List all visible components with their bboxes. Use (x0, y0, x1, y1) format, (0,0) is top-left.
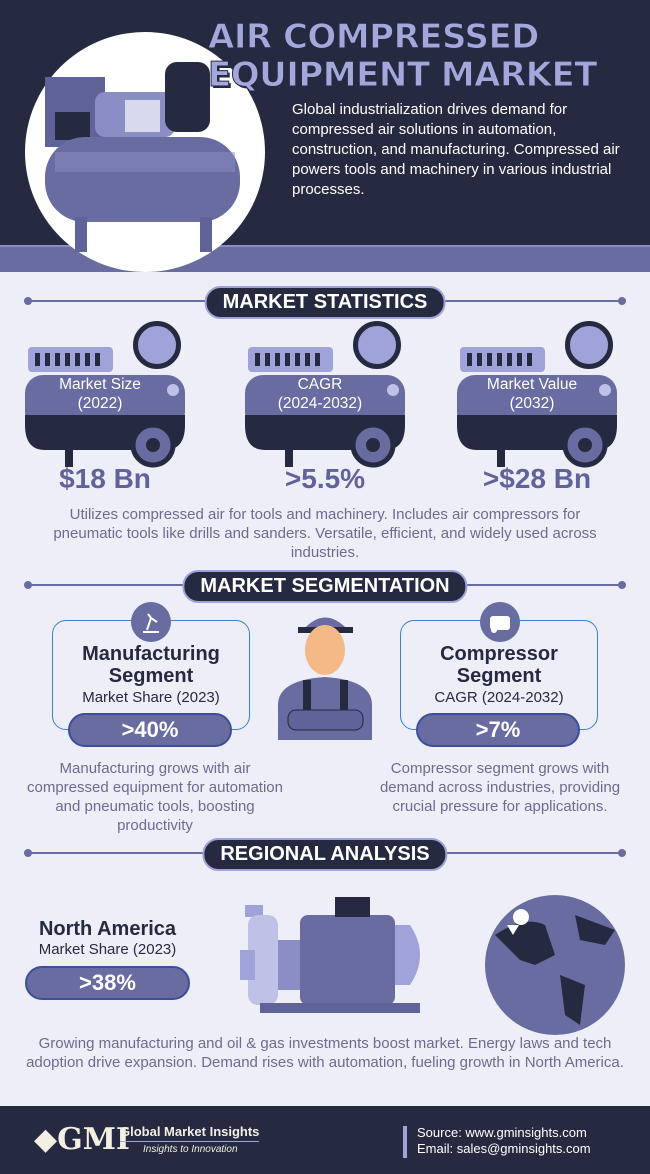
manufacturing-description: Manufacturing grows with air compressed … (27, 760, 283, 834)
manufacturing-segment-card: Manufacturing Segment Market Share (2023… (52, 620, 250, 730)
pie-chart-icon (133, 321, 181, 369)
manufacturing-value: >40% (68, 713, 232, 747)
region-subtitle: Market Share (2023) (38, 941, 177, 958)
compressor-value: >7% (416, 713, 580, 747)
segment-subtitle: CAGR (2024-2032) (434, 689, 564, 706)
worker-illustration (268, 605, 383, 750)
stat-value: >$28 Bn (482, 463, 592, 494)
compressor-description: Compressor segment grows with demand acr… (379, 760, 621, 815)
stat-label: Market Value (2032) (486, 376, 578, 412)
stats-heading: MARKET STATISTICS (204, 286, 446, 319)
coins-growth-icon (565, 321, 613, 369)
page-title: AIR COMPRESSED EQUIPMENT MARKET (208, 17, 648, 95)
stat-value: $18 Bn (59, 463, 151, 494)
region-name: North America (38, 918, 177, 940)
regional-description: Growing manufacturing and oil & gas inve… (26, 1035, 624, 1071)
region-block: North America Market Share (2023) (20, 918, 195, 958)
compressor-image (25, 32, 265, 272)
compressor-card-graphic (245, 347, 405, 468)
title-line-1: AIR COMPRESSED (208, 17, 540, 57)
bar-chart-growth-icon (353, 321, 401, 369)
segment-title: Segment (108, 665, 194, 687)
pump-illustration (240, 895, 435, 1025)
brand-name: Global Market Insights (120, 1124, 260, 1142)
segment-title: Manufacturing (82, 643, 220, 665)
segmentation-heading: MARKET SEGMENTATION (182, 570, 468, 603)
location-pin-icon (507, 909, 529, 935)
header-description: Global industrialization drives demand f… (292, 101, 620, 198)
segment-subtitle: Market Share (2023) (82, 689, 220, 706)
gmi-logo: ◆GMI (34, 1122, 130, 1157)
regional-heading: REGIONAL ANALYSIS (202, 838, 448, 871)
segment-title: Compressor (440, 643, 558, 665)
stats-description: Utilizes compressed air for tools and ma… (53, 506, 597, 561)
stat-card: Market Size (2022) (25, 321, 190, 515)
region-value: >38% (25, 966, 190, 1000)
stat-card: CAGR (2024-2032) (245, 321, 410, 515)
footer: ◆GMI Global Market Insights Insights to … (0, 1106, 650, 1174)
compressor-icon (480, 602, 520, 642)
robot-arm-icon (131, 602, 171, 642)
stat-label: Market Size (2022) (59, 376, 141, 412)
compressor-card-graphic (25, 347, 185, 468)
stat-card: Market Value (2032) (457, 321, 622, 515)
stat-value: >5.5% (284, 463, 366, 494)
title-line-2: EQUIPMENT MARKET (208, 55, 598, 95)
segment-title: Segment (456, 665, 542, 687)
email-link[interactable]: Email: sales@gminsights.com (417, 1141, 591, 1156)
footer-divider (403, 1126, 407, 1158)
brand-tagline: Insights to Innovation (143, 1144, 238, 1155)
source-link[interactable]: Source: www.gminsights.com (417, 1125, 587, 1140)
globe-map (485, 895, 625, 1035)
stat-label: CAGR (2024-2032) (277, 376, 363, 412)
compressor-card-graphic (457, 347, 617, 468)
